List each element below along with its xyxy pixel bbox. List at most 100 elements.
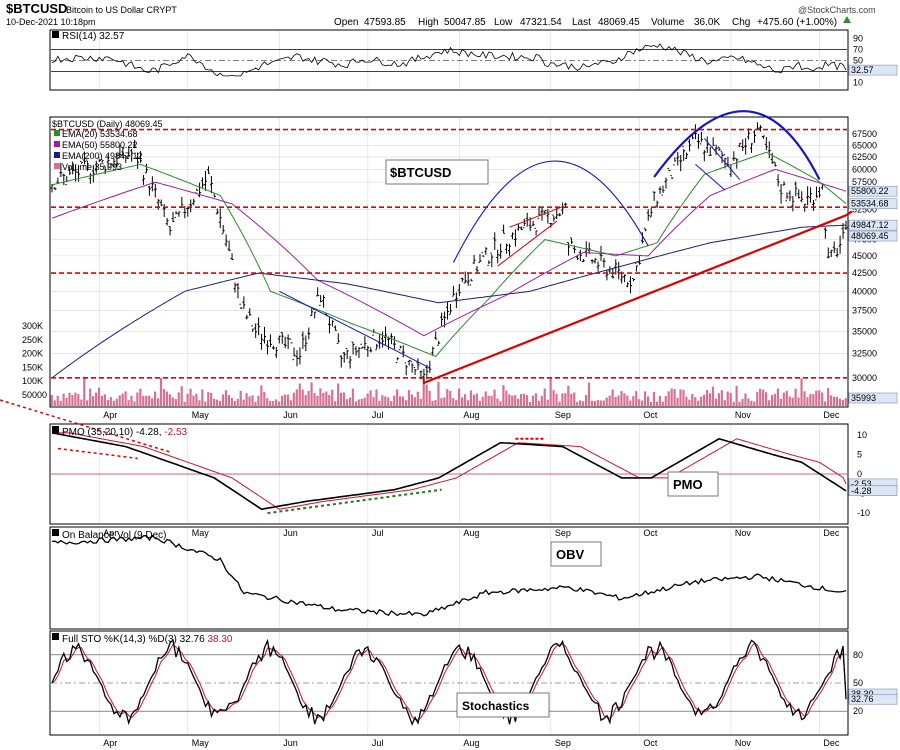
value-box [848, 230, 898, 242]
volume-bar [162, 389, 166, 406]
rounded-top-arc-small [452, 160, 649, 263]
volume-bar [573, 392, 576, 406]
rsi-legend-swatch [52, 31, 59, 38]
volume-bar [71, 395, 74, 406]
ema50-line [51, 168, 847, 337]
price-tick-label: 60000 [852, 164, 877, 174]
volume-bar [192, 395, 195, 406]
volume-bar [121, 393, 124, 406]
sto-annotation-text: Stochastics [462, 699, 530, 713]
volume-bar [629, 400, 632, 406]
volume-bar [646, 396, 650, 406]
ema20-legend: EMA(20) 53534.68 [62, 129, 138, 139]
volume-bar [741, 398, 744, 406]
volume-bar [756, 392, 759, 406]
volume-bar [115, 398, 118, 406]
volume-bar [301, 389, 304, 406]
volume-bar [416, 391, 419, 406]
ema200-line [51, 224, 847, 379]
volume-bar [475, 393, 478, 406]
volume-bar [263, 391, 266, 406]
volume-bar [528, 401, 532, 406]
volume-value: 36.0K [694, 17, 720, 28]
volume-bar [334, 401, 337, 406]
volume-bar [269, 400, 272, 406]
volume-bar [835, 396, 839, 406]
value-box-label: 55800.22 [851, 186, 889, 196]
volume-bar [339, 392, 343, 406]
month-tick-label: Apr [103, 738, 117, 748]
volume-bar [245, 393, 248, 406]
pmo-line [51, 432, 847, 511]
volume-bar [304, 395, 307, 406]
volume-bar [401, 396, 405, 406]
ema50-swatch [54, 141, 60, 147]
volume-bar [499, 401, 502, 406]
volume-bar [490, 395, 493, 406]
value-box-label: 48069.45 [851, 231, 889, 241]
volume-bar [106, 399, 109, 406]
volume-bar [641, 400, 644, 406]
price-tick-label: 45000 [852, 251, 877, 261]
month-tick-label: Aug [463, 528, 479, 538]
volume-bar [540, 395, 543, 406]
volume-bar [159, 377, 163, 406]
volume-bar [393, 395, 396, 406]
volume-bar [779, 398, 782, 406]
flag-line-upper [703, 138, 741, 180]
volume-bar [369, 390, 372, 406]
volume-bar [92, 396, 95, 406]
volume-bar [62, 393, 65, 406]
volume-bar [154, 391, 157, 406]
volume-bar [788, 396, 791, 406]
price-legend: $BTCUSD (Daily) 48069.45 [52, 119, 163, 129]
pmo-tick-label: 10 [857, 430, 867, 440]
sto-label: Full STO %K(14,3) %D(3) 32.76 38.30 [62, 634, 233, 645]
volume-bar [443, 397, 446, 406]
volume-bar [316, 395, 319, 406]
price-tick-label: 32500 [852, 349, 877, 359]
volume-bar [59, 400, 62, 406]
volume-bar [487, 395, 490, 406]
volume-bar [691, 393, 694, 406]
volume-bar [797, 397, 800, 406]
month-tick-label: Sep [555, 528, 571, 538]
month-tick-label: Jul [372, 410, 384, 420]
pmo-annotation-box [667, 471, 719, 497]
low-value: 47321.54 [520, 17, 562, 28]
volume-bar [236, 398, 239, 406]
volume-bar [136, 392, 139, 406]
volume-bar [463, 394, 467, 406]
volume-bar [593, 400, 597, 406]
month-tick-label: Apr [103, 410, 117, 420]
volume-bar [363, 397, 366, 406]
volume-bar [103, 394, 107, 406]
volume-bar [552, 390, 555, 406]
month-tick-label: Oct [643, 410, 658, 420]
value-box-label: -2.53 [851, 479, 872, 489]
volume-bar [275, 399, 278, 406]
volume-bar [387, 397, 390, 406]
volume-bar [723, 400, 726, 406]
volume-bar [481, 396, 484, 406]
volume-bar [313, 393, 316, 406]
pmo-tick-label: -10 [857, 508, 870, 518]
chart-date: 10-Dec-2021 10:18pm [6, 17, 96, 27]
volume-bar [753, 401, 756, 406]
volume-bar [251, 395, 254, 406]
volume-bar [806, 397, 809, 406]
volume-bar [204, 401, 207, 406]
volume-bar [97, 387, 101, 406]
volume-bar [809, 394, 812, 406]
volume-bar [564, 393, 567, 406]
volume-bar [590, 400, 594, 406]
volume-bar [697, 400, 700, 406]
volume-bar [65, 398, 68, 406]
obv-annotation-box [550, 541, 602, 567]
volume-bar [201, 389, 204, 406]
volume-bar [289, 400, 292, 406]
volume-bar [643, 391, 647, 406]
pmo-annotation-text: PMO [673, 477, 703, 492]
volume-bar [139, 388, 142, 406]
volume-bar [142, 395, 145, 406]
